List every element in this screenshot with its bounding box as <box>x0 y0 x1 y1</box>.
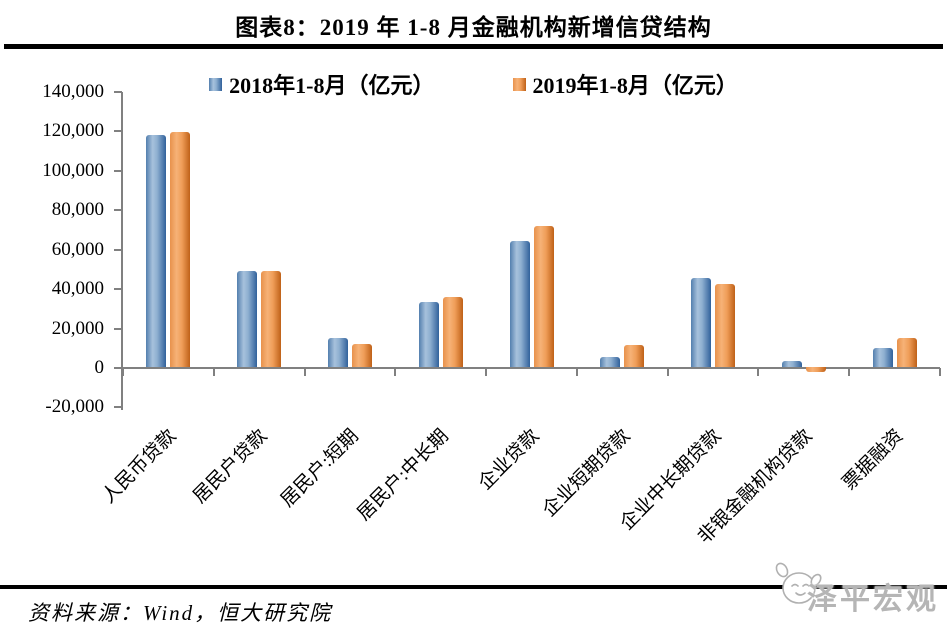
bar-2019-票据融资 <box>896 337 917 367</box>
y-tick-label: 100,000 <box>42 159 104 181</box>
x-axis-tick <box>303 368 306 376</box>
y-axis-tick <box>114 130 122 133</box>
x-axis-tick <box>666 368 669 376</box>
x-axis-tick <box>122 368 124 376</box>
y-tick-label: 120,000 <box>42 120 104 142</box>
x-axis-tick <box>848 368 851 376</box>
bar-2018-居民户:中长期 <box>418 301 439 367</box>
bar-2018-企业贷款 <box>509 241 530 367</box>
bar-2018-居民户贷款 <box>237 270 258 367</box>
chart-title: 图表8：2019 年 1-8 月金融机构新增信贷结构 <box>235 15 712 40</box>
y-tick-label: 140,000 <box>42 80 104 102</box>
watermark-brand-text: 泽平宏观 <box>807 583 939 616</box>
category-label: 居民户:中长期 <box>353 425 454 525</box>
source-note: 资料来源：Wind，恒大研究院 <box>28 601 333 625</box>
y-axis-tick <box>114 288 122 291</box>
legend-label-2019: 2019年1-8月（亿元） <box>532 73 738 98</box>
x-axis-tick <box>575 368 578 376</box>
category-label: 票据融资 <box>838 425 907 495</box>
y-axis-tick <box>114 406 122 409</box>
x-axis-tick <box>212 368 215 376</box>
bar-2019-居民户贷款 <box>261 270 282 367</box>
y-tick-label: 20,000 <box>51 317 104 339</box>
bar-2018-企业短期贷款 <box>600 357 621 367</box>
bar-2019-居民户:中长期 <box>442 296 463 367</box>
bar-2018-非银金融机构贷款 <box>781 360 802 367</box>
category-label: 人民币贷款 <box>98 425 181 508</box>
bar-2019-居民户:短期 <box>351 343 372 367</box>
bar-2019-企业贷款 <box>533 226 554 367</box>
y-tick-label: 80,000 <box>51 199 104 221</box>
legend-label-2018: 2018年1-8月（亿元） <box>229 73 435 98</box>
bar-2019-企业中长期贷款 <box>715 283 736 367</box>
legend-swatch-2019-orange <box>512 77 526 91</box>
y-axis-tick <box>114 90 122 93</box>
legend-swatch-2018-blue <box>209 77 223 91</box>
chart-legend: 2018年1-8月（亿元） 2019年1-8月（亿元） <box>0 68 947 100</box>
legend-item-2019: 2019年1-8月（亿元） <box>512 68 738 100</box>
bar-2018-企业中长期贷款 <box>691 277 712 367</box>
y-tick-label: 40,000 <box>51 278 104 300</box>
bar-2018-居民户:短期 <box>327 338 348 367</box>
x-axis-tick <box>939 368 941 376</box>
y-tick-label: -20,000 <box>45 396 104 418</box>
y-axis-line <box>121 91 123 411</box>
x-axis-tick <box>394 368 397 376</box>
x-axis-tick <box>485 368 488 376</box>
bar-2018-票据融资 <box>872 348 893 367</box>
bar-2019-人民币贷款 <box>170 132 191 367</box>
bar-2019-企业短期贷款 <box>624 344 645 367</box>
title-divider-rule <box>4 44 943 49</box>
y-tick-label: 0 <box>94 357 105 378</box>
x-axis-line <box>123 367 940 369</box>
y-tick-label: 60,000 <box>51 238 104 260</box>
y-axis-tick <box>114 209 122 212</box>
category-label: 居民户:短期 <box>276 425 363 512</box>
bar-2018-人民币贷款 <box>146 135 167 367</box>
y-axis-tick <box>114 169 122 172</box>
y-axis-tick <box>114 248 122 251</box>
category-label: 居民户贷款 <box>189 425 272 508</box>
x-axis-tick <box>757 368 760 376</box>
bottom-divider-rule <box>0 585 947 589</box>
legend-item-2018: 2018年1-8月（亿元） <box>209 68 435 100</box>
category-label: 企业贷款 <box>475 425 544 495</box>
bar-2019-非银金融机构贷款 <box>805 367 826 372</box>
zeping-macro-mascot-icon <box>775 562 822 604</box>
y-axis-tick <box>114 367 122 369</box>
y-axis-tick <box>114 327 122 330</box>
